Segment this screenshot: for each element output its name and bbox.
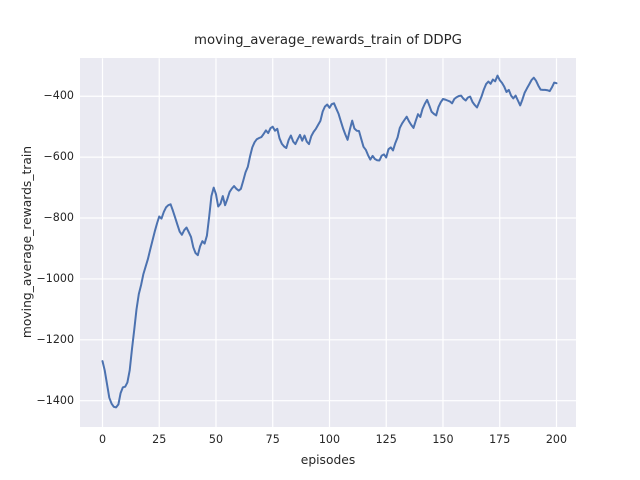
chart-title: moving_average_rewards_train of DDPG xyxy=(194,33,462,48)
y-axis-label: moving_average_rewards_train xyxy=(20,145,34,339)
x-tick-label: 25 xyxy=(152,433,167,446)
x-tick-label: 175 xyxy=(489,433,511,446)
x-tick-label: 125 xyxy=(375,433,397,446)
x-tick-label: 200 xyxy=(545,433,568,446)
line-chart xyxy=(80,57,576,428)
x-tick-label: 50 xyxy=(208,433,224,446)
x-tick-label: 0 xyxy=(98,433,106,446)
y-tick-label: −1200 xyxy=(36,332,74,346)
x-tick-label: 150 xyxy=(432,433,454,446)
x-axis-label: episodes xyxy=(300,453,356,467)
x-tick-label: 75 xyxy=(265,433,280,446)
y-tick-label: −400 xyxy=(43,89,74,103)
y-tick-label: −800 xyxy=(43,210,74,224)
y-tick-label: −600 xyxy=(43,150,74,164)
y-tick-label: −1400 xyxy=(36,393,74,407)
data-line xyxy=(101,74,558,408)
y-tick-label: −1000 xyxy=(36,271,74,285)
plot-area xyxy=(80,57,576,428)
x-tick-label: 100 xyxy=(318,433,341,446)
